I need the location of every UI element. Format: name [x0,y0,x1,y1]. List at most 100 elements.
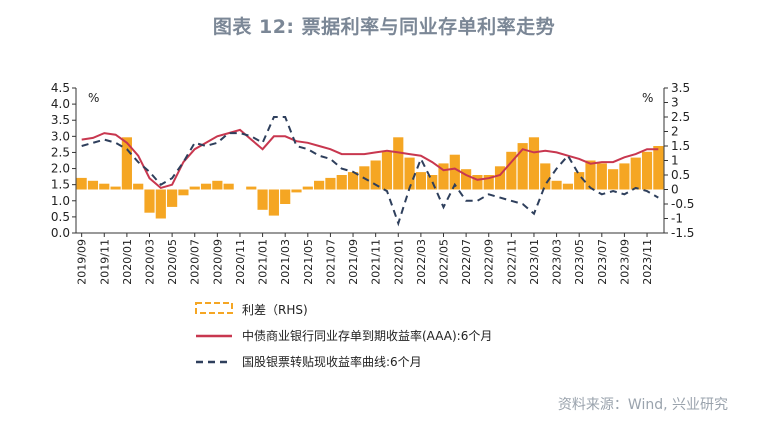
x-tick-label: 2023/07 [596,239,609,285]
legend: 利差（RHS) 中债商业银行同业存单到期收益率(AAA):6个月国股银票转贴现收益… [195,302,492,369]
spread-bar [370,160,381,190]
left-unit-label: % [88,91,99,105]
x-tick-label: 2021/05 [302,239,315,285]
left-tick-label: 0.5 [51,210,70,224]
spread-bar [506,151,517,190]
spread-bar [144,189,155,213]
x-tick-label: 2021/03 [279,239,292,285]
x-tick-label: 2021/01 [257,239,270,285]
cd-yield-line [81,128,659,190]
spread-bar [517,143,528,190]
left-tick-label: 3.5 [51,113,70,127]
right-tick-label: -1.5 [671,226,694,240]
x-tick-label: 2022/11 [505,239,518,285]
left-tick-label: 4.5 [51,81,70,95]
spread-bars [76,137,664,219]
spread-bar [291,189,302,193]
spread-bar [347,172,359,190]
spread-bar [472,175,483,190]
x-tick-label: 2022/07 [460,239,473,285]
right-unit-label: % [642,91,653,105]
spread-bar [483,175,494,190]
spread-bar [76,177,87,190]
spread-bar [200,183,212,190]
spread-bar [167,189,178,207]
spread-bar [415,172,426,190]
spread-bar [449,154,460,190]
left-tick-label: 2.5 [51,145,70,159]
spread-bar [212,180,223,190]
spread-bar [619,163,630,190]
spread-bar [99,183,110,190]
right-tick-label: 0 [671,183,679,197]
right-tick-label: -0.5 [671,197,694,211]
spread-bar [551,180,562,190]
x-tick-label: 2023/09 [618,239,631,285]
spread-bar [178,189,189,196]
spread-bar [540,163,551,190]
x-tick-label: 2023/05 [573,239,586,285]
series-lines [81,116,659,227]
spread-bar [562,183,573,190]
right-tick-label: -1 [671,212,683,226]
chart-title: 图表 12: 票据利率与同业存单利率走势 [212,16,556,38]
spread-bar [314,180,325,190]
left-tick-label: 2.0 [51,162,70,176]
spread-bar [381,151,393,190]
spread-bar [461,169,472,190]
x-tick-label: 2021/11 [370,239,383,285]
spread-bar [404,157,415,190]
spread-bar [528,137,540,190]
x-tick-label: 2019/11 [98,239,111,285]
spread-bar [585,160,596,190]
x-tick-label: 2023/03 [551,239,564,285]
right-tick-label: 1 [671,154,679,168]
spread-bar [608,169,619,190]
spread-bar [630,157,641,190]
left-tick-label: 4.0 [51,97,70,111]
right-tick-label: 3.5 [671,81,690,95]
right-tick-label: 2.5 [671,110,690,124]
x-tick-label: 2020/05 [166,239,179,285]
spread-bar [302,186,313,190]
left-tick-label: 1.5 [51,178,70,192]
axes-layer [72,87,668,237]
spread-bar [393,137,404,190]
x-tick-label: 2022/05 [438,239,451,285]
legend-label: 利差（RHS) [242,303,308,317]
legend-label: 中债商业银行同业存单到期收益率(AAA):6个月 [242,328,492,343]
bill-yield-line [81,116,659,227]
x-tick-label: 2022/09 [483,239,496,285]
spread-bar [574,172,585,190]
spread-bar [121,137,132,190]
spread-bar [189,186,200,190]
right-tick-label: 0.5 [671,168,690,182]
x-tick-label: 2021/09 [347,239,360,285]
spread-bar [438,163,449,190]
spread-bar [257,189,268,210]
left-tick-label: 1.0 [51,194,70,208]
spread-bar [110,186,121,190]
x-tick-label: 2020/03 [144,239,157,285]
spread-bar [133,183,144,190]
x-tick-label: 2022/01 [392,239,405,285]
spread-bar [596,163,607,190]
x-tick-label: 2022/03 [415,239,428,285]
right-tick-label: 2 [671,125,679,139]
x-tick-label: 2023/11 [641,239,654,285]
tick-labels: 0.0 0.5 1.0 1.5 2.0 2.5 3.0 3.5 4.0 4.5 -1.5-1-0.5… [51,81,695,285]
spread-bar [246,186,257,190]
spread-bar [87,180,99,190]
spread-bar [268,189,279,216]
x-tick-label: 2021/07 [324,239,337,285]
legend-label: 国股银票转贴现收益率曲线:6个月 [242,354,422,369]
spread-bar [494,166,506,190]
spread-bar [641,151,653,190]
x-tick-label: 2023/01 [528,239,541,285]
x-tick-label: 2020/01 [121,239,134,285]
spread-bar [653,146,664,190]
spread-bar [280,189,291,204]
right-tick-label: 1.5 [671,139,690,153]
